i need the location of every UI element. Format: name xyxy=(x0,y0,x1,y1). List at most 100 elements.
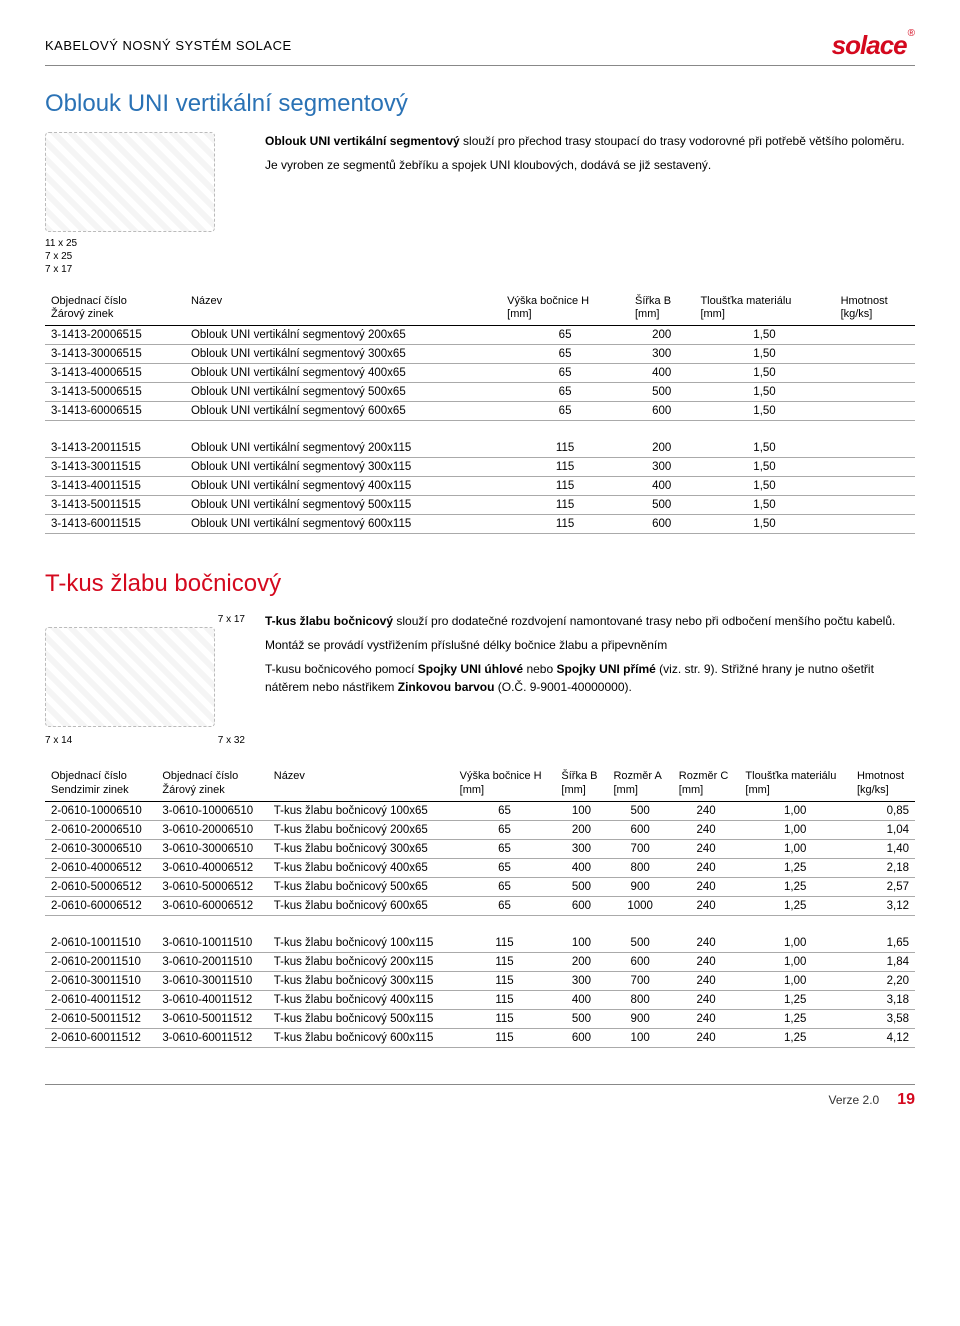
table-cell: 1,40 xyxy=(851,839,915,858)
table-row: 2-0610-500065123-0610-50006512T-kus žlab… xyxy=(45,877,915,896)
table-cell: 1000 xyxy=(607,896,672,915)
section2-description: T-kus žlabu bočnicový slouží pro dodateč… xyxy=(265,612,915,752)
table-row: 2-0610-200115103-0610-20011510T-kus žlab… xyxy=(45,952,915,971)
table-row: 2-0610-200065103-0610-20006510T-kus žlab… xyxy=(45,820,915,839)
table-cell: 600 xyxy=(555,1028,607,1047)
column-header: Objednací čísloŽárový zinek xyxy=(156,766,267,801)
table-cell xyxy=(835,402,915,421)
table-cell: 240 xyxy=(673,877,740,896)
table-cell: 115 xyxy=(501,439,629,458)
table-cell: 1,50 xyxy=(694,439,834,458)
table-cell: T-kus žlabu bočnicový 300x115 xyxy=(268,971,454,990)
table-cell: 240 xyxy=(673,952,740,971)
table-row: 2-0610-300065103-0610-30006510T-kus žlab… xyxy=(45,839,915,858)
table-cell: 4,12 xyxy=(851,1028,915,1047)
table-cell: 115 xyxy=(501,477,629,496)
section2-diagram: 7 x 17 7 x 14 7 x 32 xyxy=(45,612,245,752)
table-cell: 600 xyxy=(629,515,694,534)
diagram-placeholder xyxy=(45,627,215,727)
table-cell: 900 xyxy=(607,877,672,896)
table-cell: 100 xyxy=(555,934,607,953)
section2-title: T-kus žlabu bočnicový xyxy=(45,570,915,598)
table-cell: 115 xyxy=(454,934,556,953)
table-cell: 3,12 xyxy=(851,896,915,915)
table-cell xyxy=(835,345,915,364)
column-header: Objednací čísloSendzimir zinek xyxy=(45,766,156,801)
table-cell: 300 xyxy=(629,458,694,477)
table-cell: 1,25 xyxy=(739,896,851,915)
table-cell: 65 xyxy=(454,820,556,839)
header-title: KABELOVÝ NOSNÝ SYSTÉM SOLACE xyxy=(45,38,292,53)
table-cell: 2-0610-20006510 xyxy=(45,820,156,839)
table-cell: Oblouk UNI vertikální segmentový 600x115 xyxy=(185,515,501,534)
table-row: 2-0610-100115103-0610-10011510T-kus žlab… xyxy=(45,934,915,953)
table-cell: 1,25 xyxy=(739,1009,851,1028)
table-cell: 500 xyxy=(555,1009,607,1028)
column-header: Šířka B[mm] xyxy=(629,291,694,326)
desc-bold: T-kus žlabu bočnicový xyxy=(265,614,393,628)
table-cell: 1,00 xyxy=(739,839,851,858)
table-row: 2-0610-400115123-0610-40011512T-kus žlab… xyxy=(45,990,915,1009)
table-cell: 0,85 xyxy=(851,801,915,820)
column-header: Výška bočnice H[mm] xyxy=(454,766,556,801)
table-cell xyxy=(835,477,915,496)
table-row: 2-0610-600115123-0610-60011512T-kus žlab… xyxy=(45,1028,915,1047)
table-cell: 1,50 xyxy=(694,458,834,477)
table-cell: 3-0610-60011512 xyxy=(156,1028,267,1047)
table-cell: 3-0610-10006510 xyxy=(156,801,267,820)
table-cell xyxy=(835,515,915,534)
table-row: 2-0610-600065123-0610-60006512T-kus žlab… xyxy=(45,896,915,915)
table-cell: 1,50 xyxy=(694,383,834,402)
table-cell: T-kus žlabu bočnicový 100x115 xyxy=(268,934,454,953)
desc-text: T-kusu bočnicového pomocí Spojky UNI úhl… xyxy=(265,660,915,696)
table-cell: 65 xyxy=(454,801,556,820)
column-header: Šířka B[mm] xyxy=(555,766,607,801)
table-cell: 3-1413-60006515 xyxy=(45,402,185,421)
table-cell: 2-0610-50006512 xyxy=(45,877,156,896)
dim-label: 7 x 14 xyxy=(45,735,72,746)
table-cell: 3-0610-40006512 xyxy=(156,858,267,877)
table-cell: 65 xyxy=(501,402,629,421)
table-cell: 1,25 xyxy=(739,1028,851,1047)
table-cell: 500 xyxy=(629,496,694,515)
table-cell xyxy=(835,383,915,402)
table-cell: 2,18 xyxy=(851,858,915,877)
table-cell: 1,50 xyxy=(694,345,834,364)
table-cell: 3-0610-20011510 xyxy=(156,952,267,971)
table-cell: 500 xyxy=(607,934,672,953)
table-cell: 500 xyxy=(629,383,694,402)
diagram-placeholder xyxy=(45,132,215,232)
table-cell: 1,84 xyxy=(851,952,915,971)
table-cell: 600 xyxy=(629,402,694,421)
table-cell: 2-0610-60006512 xyxy=(45,896,156,915)
table-cell xyxy=(835,458,915,477)
table-cell: 2-0610-40011512 xyxy=(45,990,156,1009)
table-cell: 100 xyxy=(555,801,607,820)
table-cell: 2-0610-10006510 xyxy=(45,801,156,820)
table-cell: 65 xyxy=(501,364,629,383)
column-header: Hmotnost[kg/ks] xyxy=(835,291,915,326)
column-header: Název xyxy=(185,291,501,326)
table-cell: 3-0610-30011510 xyxy=(156,971,267,990)
table-cell: 400 xyxy=(629,477,694,496)
section1-title: Oblouk UNI vertikální segmentový xyxy=(45,90,915,118)
table-cell: 3-1413-30006515 xyxy=(45,345,185,364)
table-cell: 1,65 xyxy=(851,934,915,953)
table-row: 3-1413-60006515Oblouk UNI vertikální seg… xyxy=(45,402,915,421)
table-row: 3-1413-20011515Oblouk UNI vertikální seg… xyxy=(45,439,915,458)
dim-label: 7 x 25 xyxy=(45,251,245,262)
table-cell: 240 xyxy=(673,858,740,877)
table-cell xyxy=(835,326,915,345)
table-cell: 65 xyxy=(454,896,556,915)
page-header: KABELOVÝ NOSNÝ SYSTÉM SOLACE solace ® xyxy=(45,30,915,66)
table-cell: 115 xyxy=(454,1009,556,1028)
table-cell: 300 xyxy=(555,839,607,858)
column-header: Rozměr A[mm] xyxy=(607,766,672,801)
table-cell: 1,50 xyxy=(694,326,834,345)
table-cell: 700 xyxy=(607,839,672,858)
table-row: 2-0610-400065123-0610-40006512T-kus žlab… xyxy=(45,858,915,877)
section1-intro: 11 x 25 7 x 25 7 x 17 Oblouk UNI vertiká… xyxy=(45,132,915,277)
table-cell: 240 xyxy=(673,934,740,953)
table-cell: T-kus žlabu bočnicový 400x115 xyxy=(268,990,454,1009)
table-cell: 240 xyxy=(673,1028,740,1047)
